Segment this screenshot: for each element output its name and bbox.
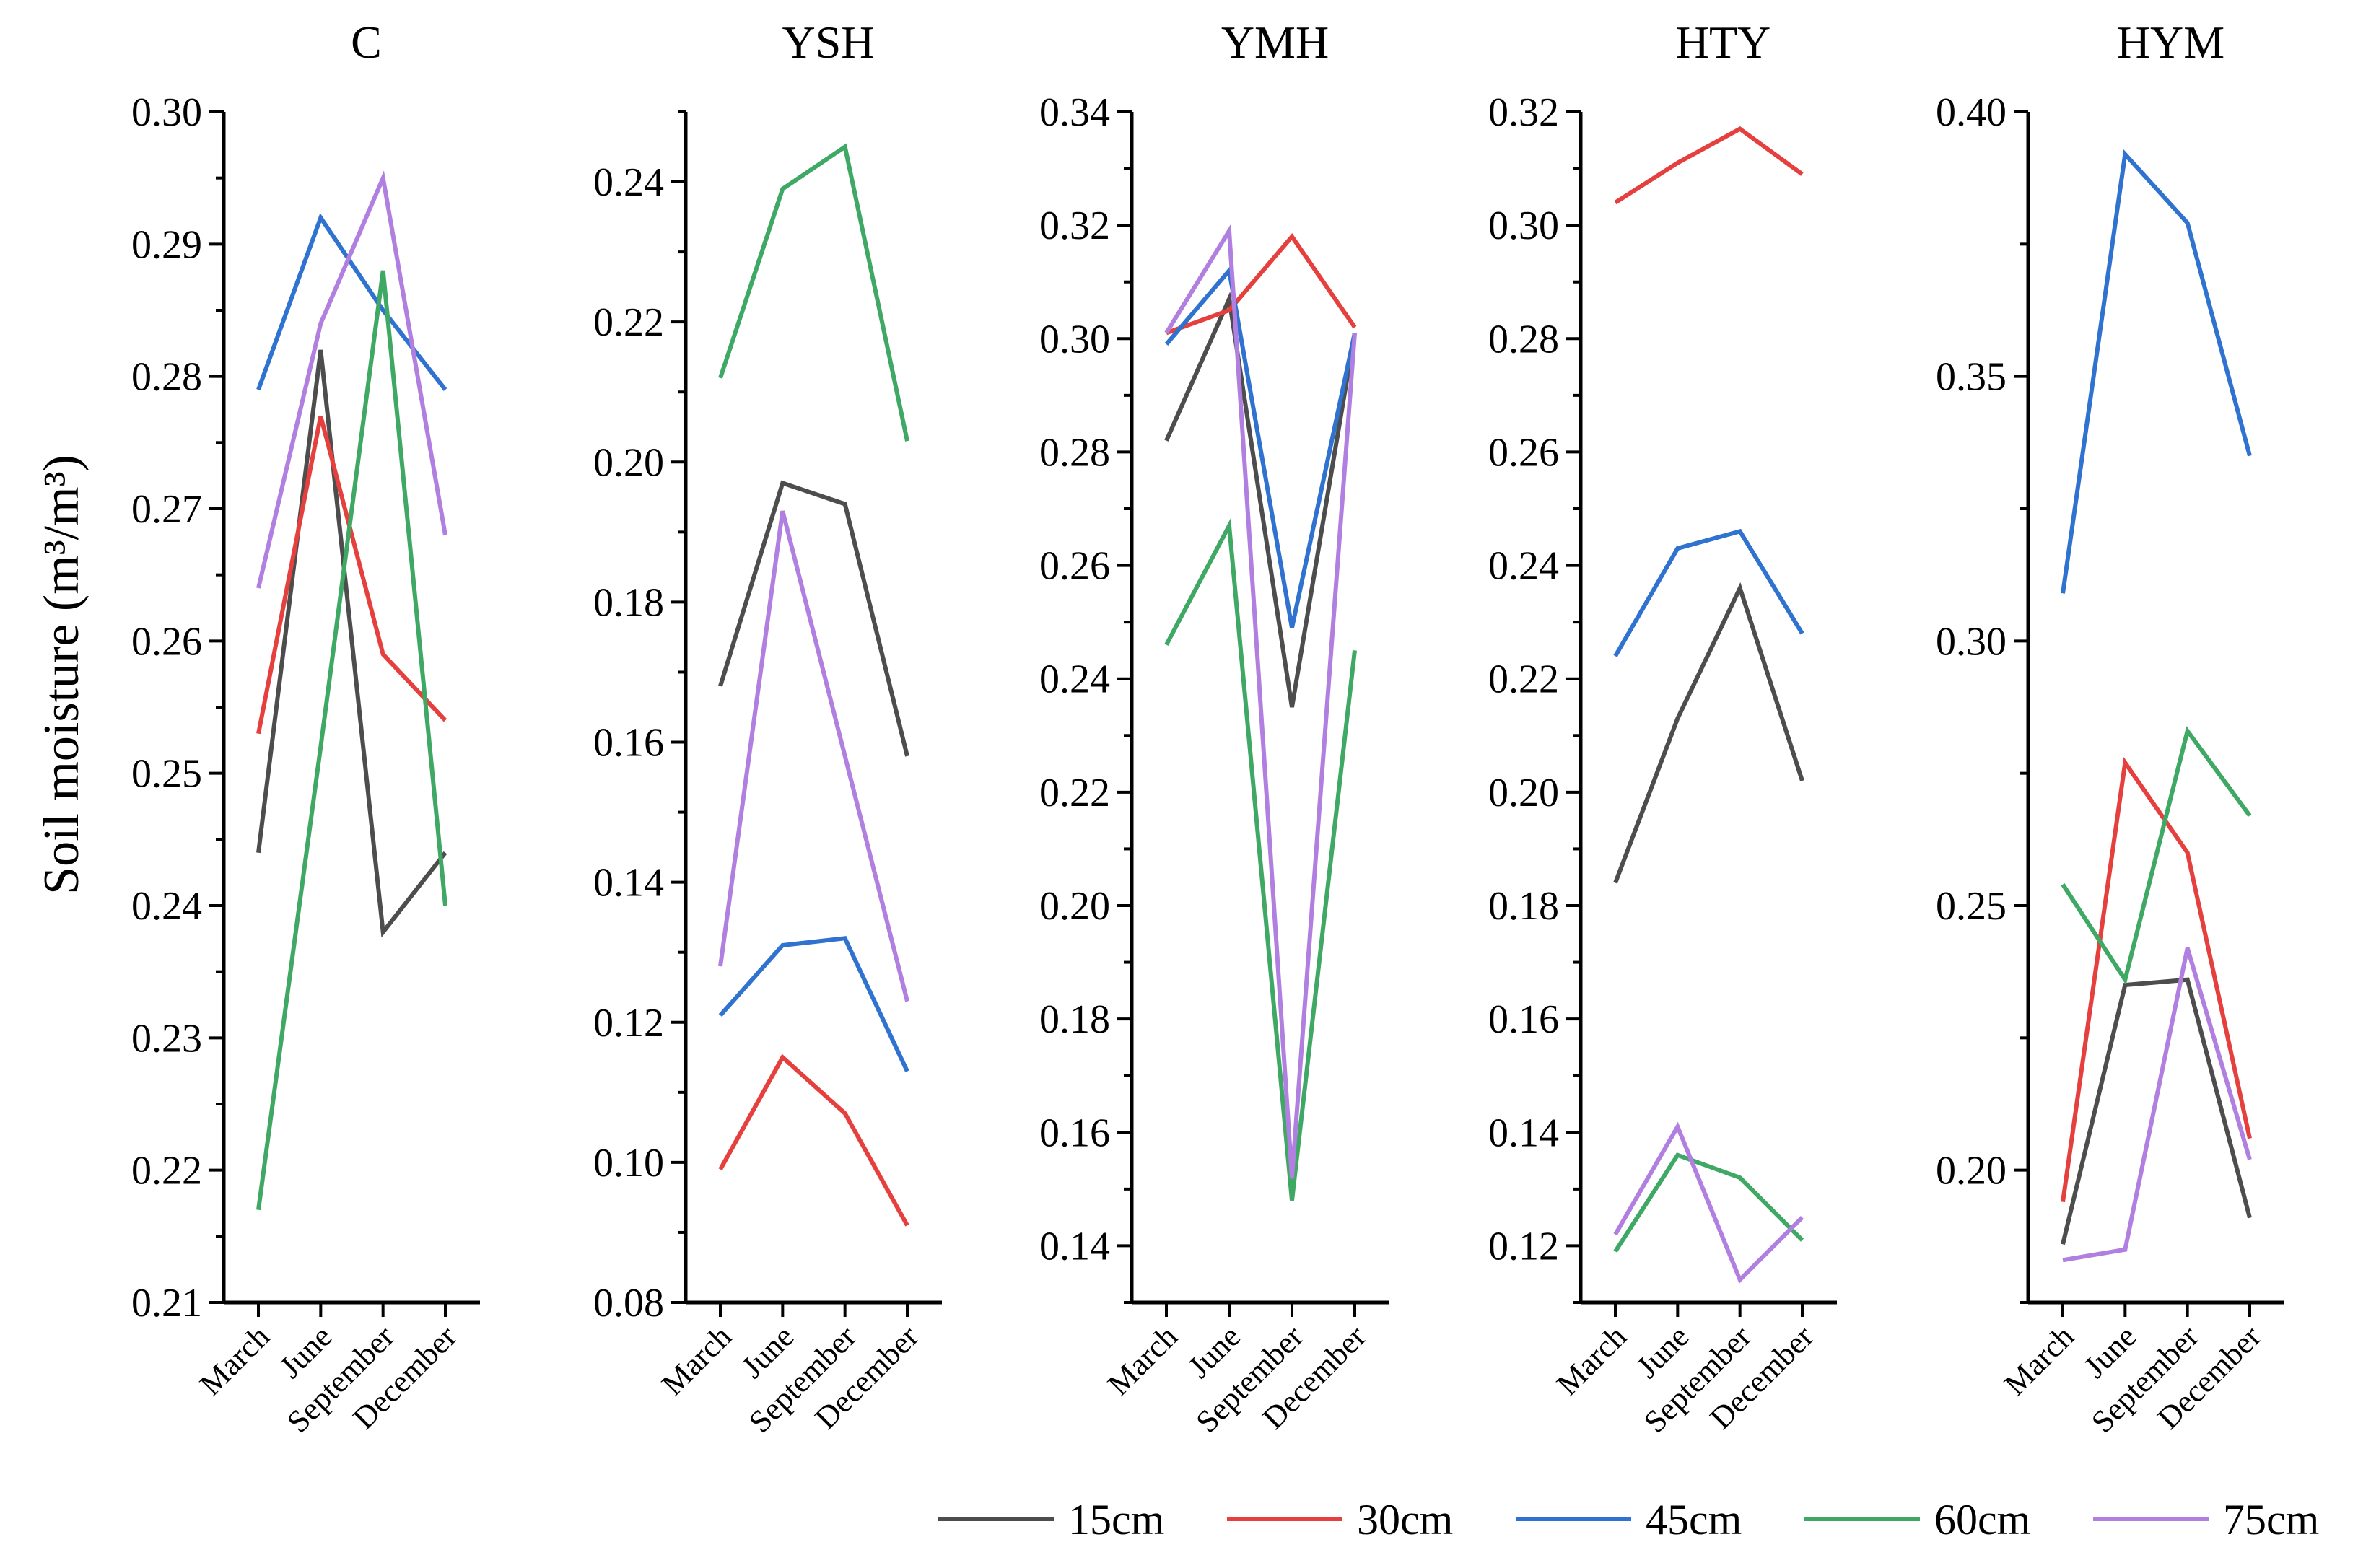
panel-title: YSH	[782, 17, 874, 68]
legend-label: 45cm	[1646, 1496, 1742, 1543]
x-tick-label: March	[193, 1318, 276, 1402]
panel-title: C	[351, 17, 382, 68]
series-line-60cm	[2061, 726, 2252, 986]
series-line-45cm	[718, 936, 909, 1072]
y-tick-label: 0.35	[1936, 355, 2007, 400]
y-axis-label: Soil moisture (m³/m³)	[34, 455, 89, 895]
y-tick-label: 0.40	[1936, 90, 2007, 135]
legend-label: 75cm	[2223, 1496, 2319, 1543]
y-tick-label: 0.24	[131, 884, 202, 929]
x-tick-label: March	[1997, 1318, 2081, 1402]
y-tick-label: 0.24	[1039, 657, 1110, 702]
series-line-30cm	[256, 415, 447, 735]
y-tick-label: 0.18	[1488, 884, 1559, 929]
y-tick-label: 0.22	[1039, 771, 1110, 815]
y-tick-label: 0.28	[131, 355, 202, 400]
panel-title: YMH	[1221, 17, 1329, 68]
y-tick-label: 0.16	[593, 721, 664, 766]
series-line-15cm	[256, 349, 447, 938]
y-tick-label: 0.30	[131, 90, 202, 135]
legend: 15cm 30cm 45cm 60cm 75cm	[938, 1496, 2319, 1543]
y-tick-label: 0.32	[1039, 203, 1110, 248]
y-tick-label: 0.16	[1039, 1111, 1110, 1155]
y-tick-label: 0.25	[1936, 884, 2007, 929]
y-tick-label: 0.26	[1488, 430, 1559, 475]
y-tick-label: 0.28	[1039, 430, 1110, 475]
legend-item: 30cm	[1227, 1496, 1453, 1543]
y-tick-label: 0.16	[1488, 997, 1559, 1042]
y-tick-label: 0.14	[593, 861, 664, 906]
legend-label: 15cm	[1068, 1496, 1164, 1543]
y-tick-label: 0.25	[131, 752, 202, 797]
series-line-30cm	[1614, 126, 1804, 205]
legend-item: 60cm	[1804, 1496, 2030, 1543]
y-tick-label: 0.34	[1039, 90, 1110, 135]
series-line-75cm	[1613, 1121, 1804, 1284]
y-tick-label: 0.30	[1039, 317, 1110, 362]
y-tick-label: 0.21	[131, 1281, 202, 1326]
y-tick-label: 0.08	[593, 1281, 664, 1326]
y-tick-label: 0.28	[1488, 317, 1559, 362]
y-tick-label: 0.30	[1936, 619, 2007, 664]
y-tick-label: 0.20	[1936, 1149, 2007, 1193]
series-line-45cm	[1613, 528, 1804, 657]
y-tick-label: 0.20	[1488, 771, 1559, 815]
series-line-30cm	[2061, 756, 2252, 1203]
legend-label: 60cm	[1934, 1496, 2030, 1543]
y-tick-label: 0.26	[131, 619, 202, 664]
series-line-75cm	[2062, 947, 2252, 1263]
panel-c: C 0.21 0.22 0.23 0.24 0.25 0.26 0.27 0.28 0.29 0.3…	[131, 17, 480, 1440]
x-tick-label: March	[655, 1318, 738, 1402]
y-tick-label: 0.20	[593, 440, 664, 485]
series-line-45cm	[1164, 266, 1357, 628]
y-tick-label: 0.22	[131, 1149, 202, 1193]
y-tick-label: 0.20	[1039, 884, 1110, 929]
panel-hty: HTY 0.12 0.14 0.16 0.18 0.20 0.22 0.24 0.26 0.28 0…	[1488, 17, 1837, 1440]
y-tick-label: 0.27	[131, 487, 202, 532]
series-line-60cm	[1164, 518, 1357, 1201]
y-tick-label: 0.26	[1039, 544, 1110, 589]
y-tick-label: 0.12	[1488, 1224, 1559, 1269]
y-tick-label: 0.10	[593, 1141, 664, 1186]
series-line-60cm	[1613, 1152, 1804, 1253]
y-tick-label: 0.22	[593, 300, 664, 345]
series-line-30cm	[1165, 232, 1357, 336]
series-line-30cm	[718, 1054, 909, 1227]
x-tick-label: March	[1101, 1318, 1184, 1402]
y-tick-label: 0.14	[1488, 1111, 1559, 1155]
x-tick-label: March	[1550, 1318, 1633, 1402]
series-line-15cm	[718, 480, 909, 757]
panel-title: HYM	[2117, 17, 2224, 68]
y-tick-label: 0.23	[131, 1016, 202, 1061]
panel-title: HTY	[1676, 17, 1771, 68]
series-line-75cm	[1164, 224, 1357, 1178]
series-line-15cm	[1164, 291, 1357, 708]
legend-item: 75cm	[2093, 1496, 2319, 1543]
y-tick-label: 0.24	[1488, 544, 1559, 589]
legend-item: 15cm	[938, 1496, 1164, 1543]
series-line-60cm	[718, 143, 909, 442]
series-line-75cm	[718, 510, 909, 1002]
y-tick-label: 0.18	[593, 580, 664, 625]
y-tick-label: 0.30	[1488, 203, 1559, 248]
y-tick-label: 0.14	[1039, 1224, 1110, 1269]
series-line-45cm	[2061, 149, 2252, 594]
chart-panels: C 0.21 0.22 0.23 0.24 0.25 0.26 0.27 0.28 0.29 0.3…	[131, 17, 2284, 1440]
series-line-75cm	[256, 170, 447, 589]
series-line-15cm	[1613, 582, 1804, 884]
y-tick-label: 0.32	[1488, 90, 1559, 135]
y-tick-label: 0.29	[131, 222, 202, 267]
series-line-60cm	[256, 270, 447, 1211]
series-line-15cm	[2061, 977, 2252, 1245]
panel-ysh: YSH 0.08 0.10 0.12 0.14 0.16 0.18 0.20 0.22 0.24 M…	[593, 17, 942, 1440]
y-tick-label: 0.12	[593, 1001, 664, 1046]
panel-hym: HYM0.200.250.300.350.40MarchJuneSeptembe…	[1936, 17, 2284, 1440]
y-tick-label: 0.24	[593, 160, 664, 205]
panel-ymh: YMH 0.14 0.16 0.18 0.20 0.22 0.24 0.26 0.28 0.30 0…	[1039, 17, 1389, 1440]
y-tick-label: 0.18	[1039, 997, 1110, 1042]
legend-label: 30cm	[1357, 1496, 1453, 1543]
legend-item: 45cm	[1516, 1496, 1742, 1543]
y-tick-label: 0.22	[1488, 657, 1559, 702]
